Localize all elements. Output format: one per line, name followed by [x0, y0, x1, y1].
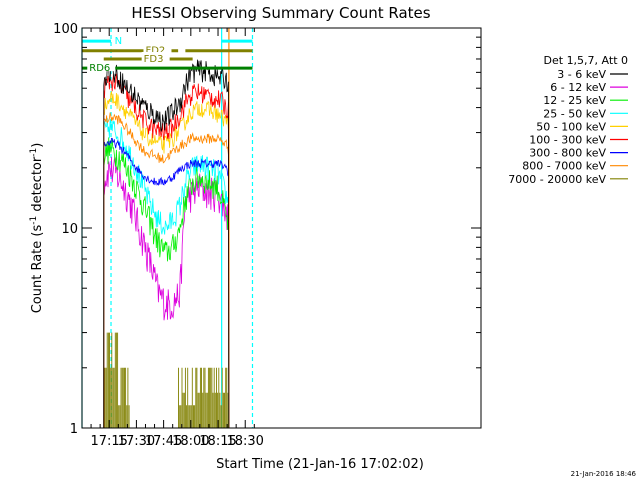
y-axis-label-part3: ): [30, 143, 45, 148]
legend-header: Det 1,5,7, Att 0: [544, 54, 628, 67]
legend-label-800-7000: 800 - 7000 keV: [522, 160, 606, 173]
x-tick-label-1730: 17:30: [118, 434, 155, 449]
y-axis-label-sup2: -1: [29, 148, 39, 157]
timestamp: 21-Jan-2016 18:46: [571, 470, 637, 478]
legend-label-25-50: 25 - 50 keV: [543, 107, 606, 120]
flag-label-fd2: FD2: [145, 46, 165, 57]
flag-label-bg-rd6: [87, 61, 116, 72]
flag-label-bg-fd2: [143, 43, 172, 54]
legend-label-50-100: 50 - 100 keV: [536, 120, 606, 133]
legend-label-300-800: 300 - 800 keV: [529, 147, 606, 160]
plot-data-layer: [81, 28, 254, 429]
x-tick-label-1830: 18:30: [226, 434, 263, 449]
x-tick-label-1800: 18:00: [172, 434, 209, 449]
legend-label-100-300: 100 - 300 keV: [529, 134, 606, 147]
x-tick-label-1715: 17:15: [90, 434, 127, 449]
series-line-25-50-kev: [103, 118, 230, 429]
legend-label-12-25: 12 - 25 keV: [543, 94, 606, 107]
x-tick-label-1815: 18:15: [199, 434, 236, 449]
y-axis-label: Count Rate (s-1 detector-1): [29, 143, 45, 314]
x-tick-label-1745: 17:45: [145, 434, 182, 449]
y-axis-label-sup1: -1: [29, 216, 39, 225]
flag-label-bg-n: [112, 34, 125, 45]
y-tick-label-100: 100: [53, 22, 78, 37]
series-line-800-7000-kev: [103, 112, 230, 429]
series-line-300-800-kev: [103, 137, 230, 429]
y-tick-label-10: 10: [61, 222, 78, 237]
legend-label-7000-20000: 7000 - 20000 keV: [508, 173, 606, 186]
flag-label-bg-fd3: [141, 51, 170, 62]
legend-label-6-12: 6 - 12 keV: [550, 81, 606, 94]
chart-title: HESSI Observing Summary Count Rates: [131, 4, 430, 22]
x-axis-label: Start Time (21-Jan-16 17:02:02): [216, 457, 424, 472]
y-axis-label-part1: Count Rate (s: [30, 225, 45, 314]
legend-label-3-6: 3 - 6 keV: [557, 68, 606, 81]
flag-label-fd3: FD3: [144, 54, 164, 65]
flag-label-rd6: RD6: [89, 63, 110, 74]
flag-label-n: N: [115, 36, 122, 47]
series-line-50-100-kev: [103, 91, 230, 429]
y-axis-label-part2: detector: [30, 156, 45, 216]
y-tick-label-1: 1: [70, 422, 78, 437]
